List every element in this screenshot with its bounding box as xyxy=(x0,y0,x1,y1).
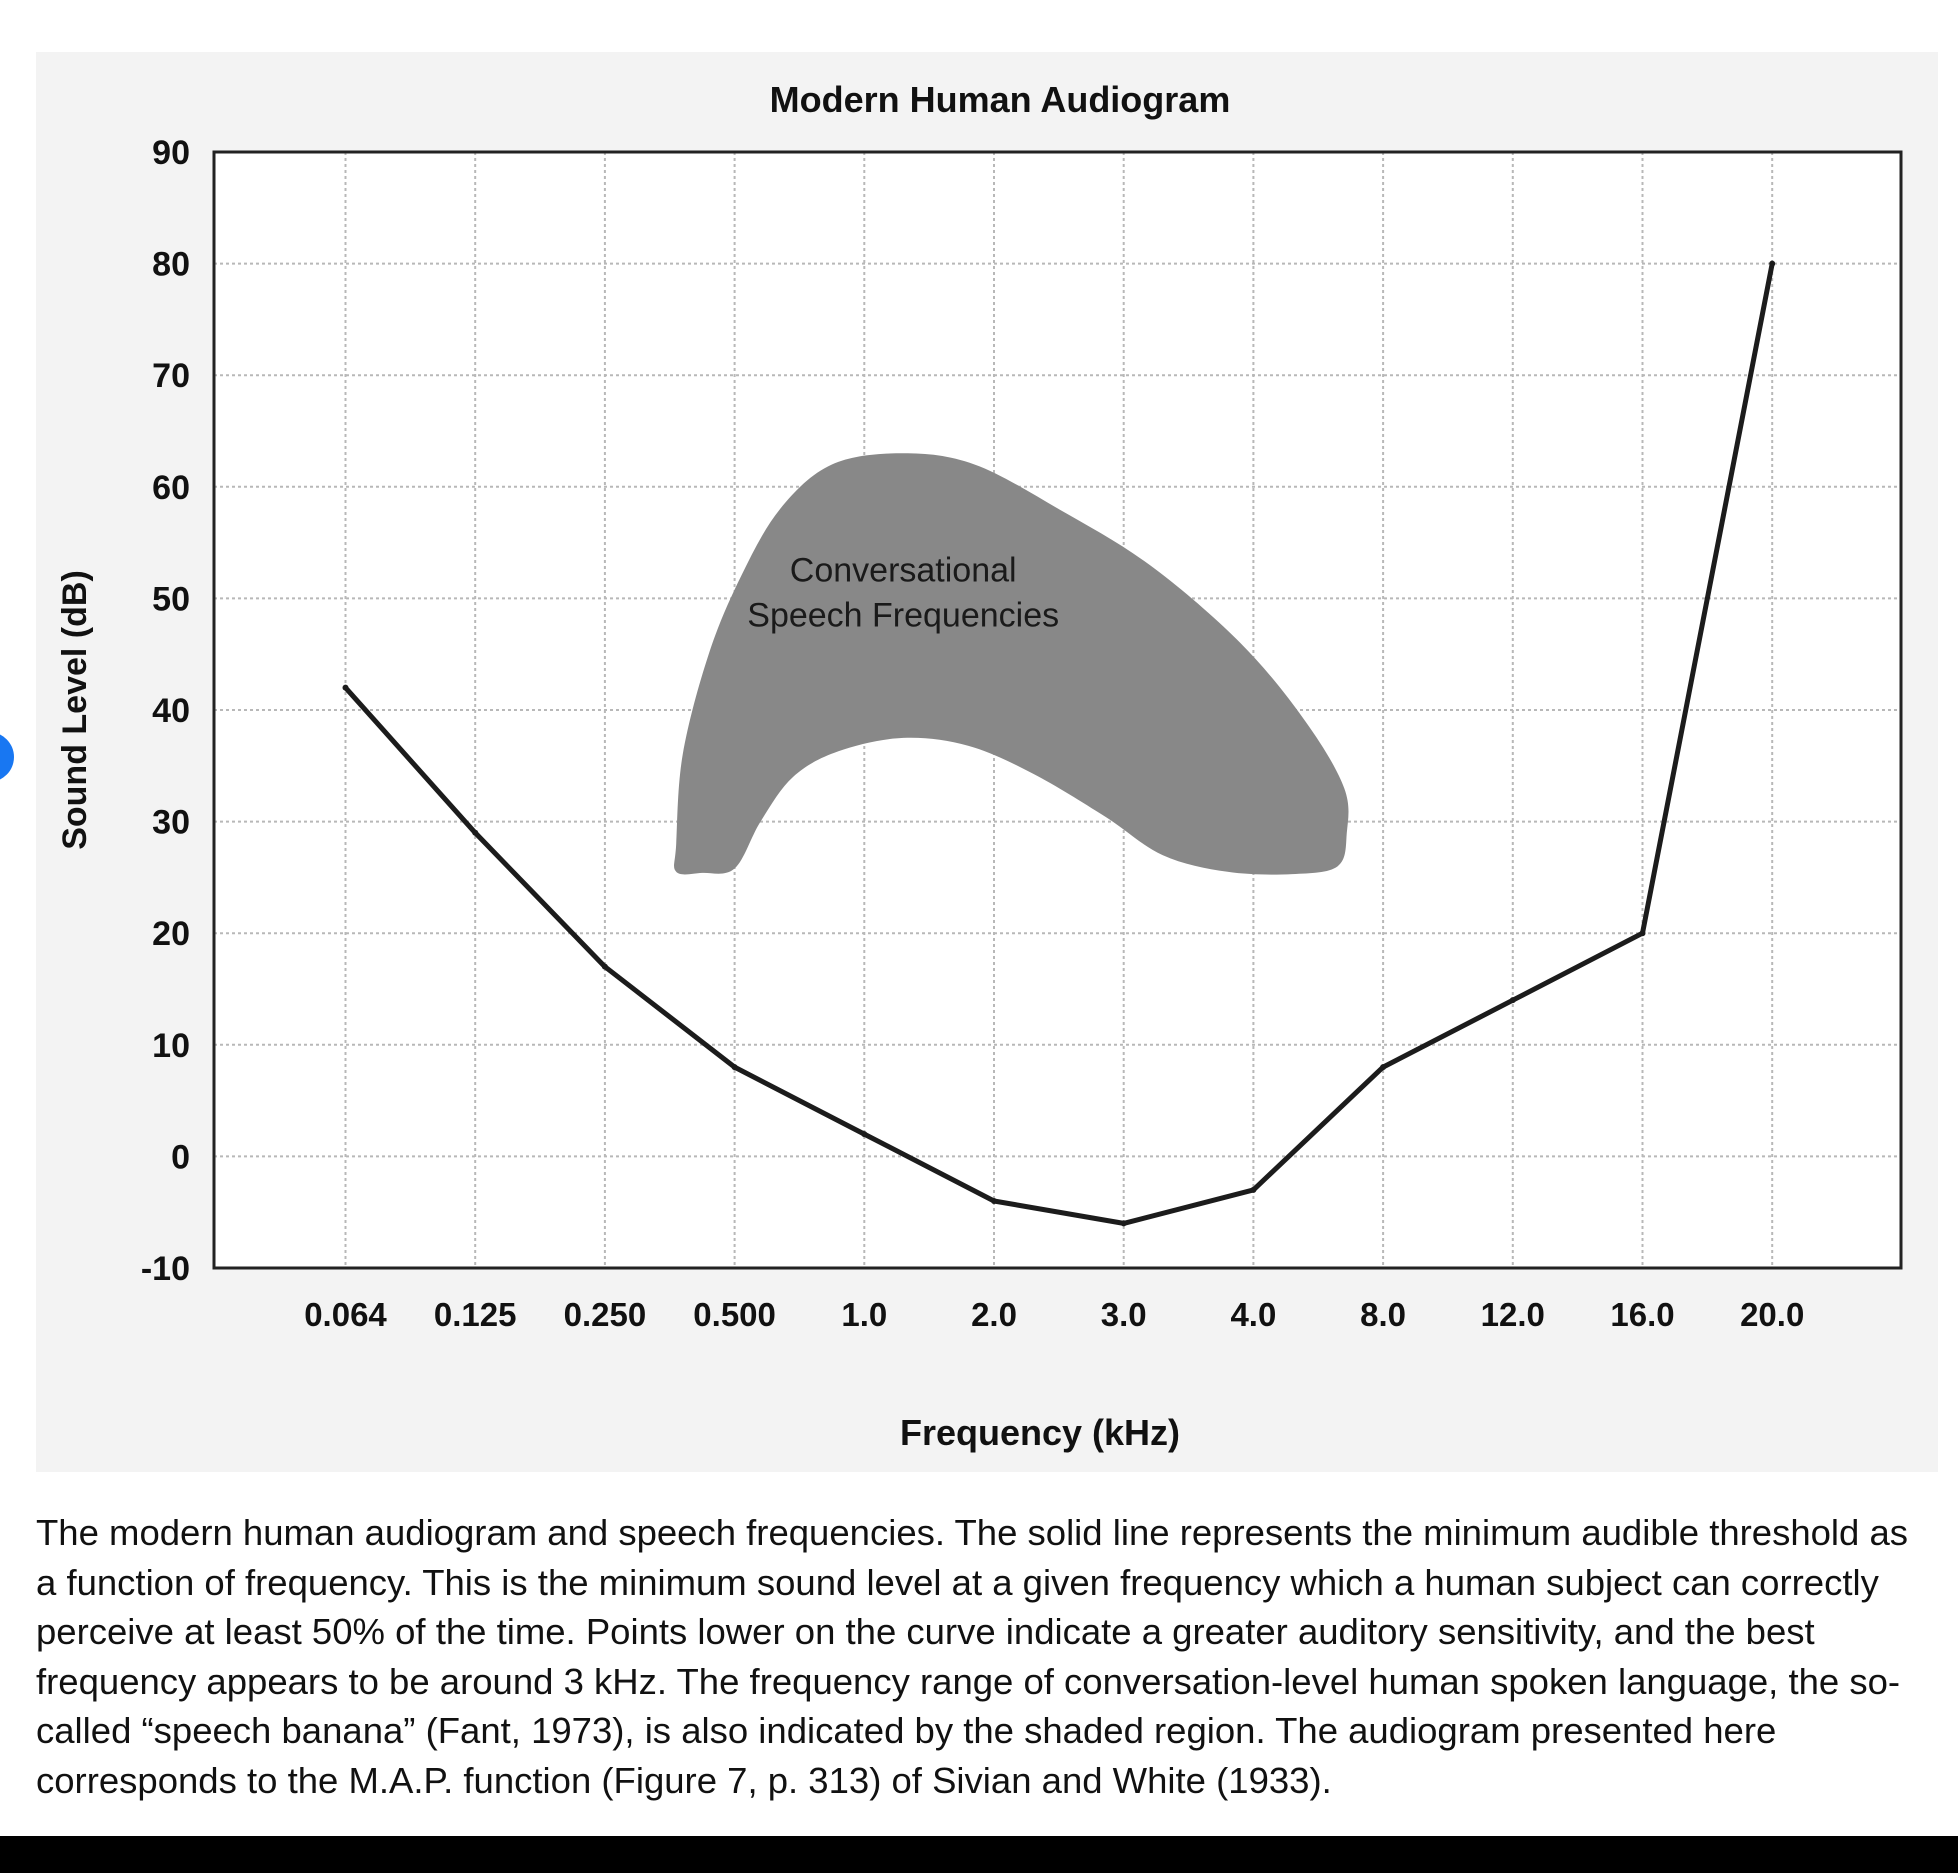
x-tick-label: 2.0 xyxy=(971,1296,1017,1333)
threshold-point xyxy=(342,684,349,691)
threshold-point xyxy=(1380,1064,1387,1071)
threshold-point xyxy=(1120,1220,1127,1227)
y-tick-label: 40 xyxy=(152,692,190,730)
x-tick-label: 4.0 xyxy=(1230,1296,1276,1333)
axis-ticks: 90 80 70 60 50 40 30 20 10 0 -10 0.064 0.125 0.250 0.5… xyxy=(141,134,1804,1333)
x-tick-label: 0.500 xyxy=(693,1296,776,1333)
y-tick-label: 20 xyxy=(152,915,190,953)
y-tick-label: 0 xyxy=(171,1138,190,1176)
threshold-series-line xyxy=(343,263,1775,1226)
plot-frame xyxy=(212,150,1903,1270)
x-tick-label: 3.0 xyxy=(1101,1296,1147,1333)
y-tick-label: -10 xyxy=(141,1250,190,1288)
x-tick-label: 12.0 xyxy=(1481,1296,1545,1333)
region-label-line1: Conversational xyxy=(790,552,1017,590)
threshold-point xyxy=(861,1131,868,1138)
y-axis-label: Sound Level (dB) xyxy=(56,570,94,850)
threshold-point xyxy=(1769,260,1776,267)
region-label-line2: Speech Frequencies xyxy=(747,596,1059,634)
threshold-point xyxy=(991,1198,997,1205)
y-tick-label: 30 xyxy=(152,804,190,842)
threshold-point xyxy=(731,1064,738,1071)
x-tick-label: 1.0 xyxy=(841,1296,887,1333)
chart-title: Modern Human Audiogram xyxy=(770,79,1231,120)
threshold-point xyxy=(1639,930,1646,937)
audiogram-chart: Conversational Speech Frequencies 90 80 70… xyxy=(36,52,1938,1472)
y-tick-label: 70 xyxy=(152,357,190,395)
y-tick-label: 50 xyxy=(152,580,190,618)
y-tick-label: 60 xyxy=(152,469,190,507)
side-handle[interactable] xyxy=(0,732,14,782)
x-tick-label: 0.125 xyxy=(434,1296,517,1333)
x-tick-label: 0.064 xyxy=(304,1296,387,1333)
speech-banana-region xyxy=(674,453,1349,875)
x-tick-label: 8.0 xyxy=(1360,1296,1406,1333)
y-tick-label: 10 xyxy=(152,1027,190,1065)
y-tick-label: 80 xyxy=(152,246,190,284)
threshold-point xyxy=(1250,1186,1257,1193)
x-tick-label: 16.0 xyxy=(1610,1296,1674,1333)
x-tick-label: 0.250 xyxy=(564,1296,647,1333)
threshold-point xyxy=(472,829,479,836)
threshold-point xyxy=(1509,997,1516,1004)
y-tick-label: 90 xyxy=(152,134,190,172)
bottom-bar xyxy=(0,1836,1958,1873)
x-axis-label: Frequency (kHz) xyxy=(900,1412,1180,1453)
threshold-point xyxy=(601,963,608,970)
figure-caption: The modern human audiogram and speech fr… xyxy=(36,1512,1909,1801)
threshold-points xyxy=(342,260,1776,1227)
x-tick-label: 20.0 xyxy=(1740,1296,1804,1333)
